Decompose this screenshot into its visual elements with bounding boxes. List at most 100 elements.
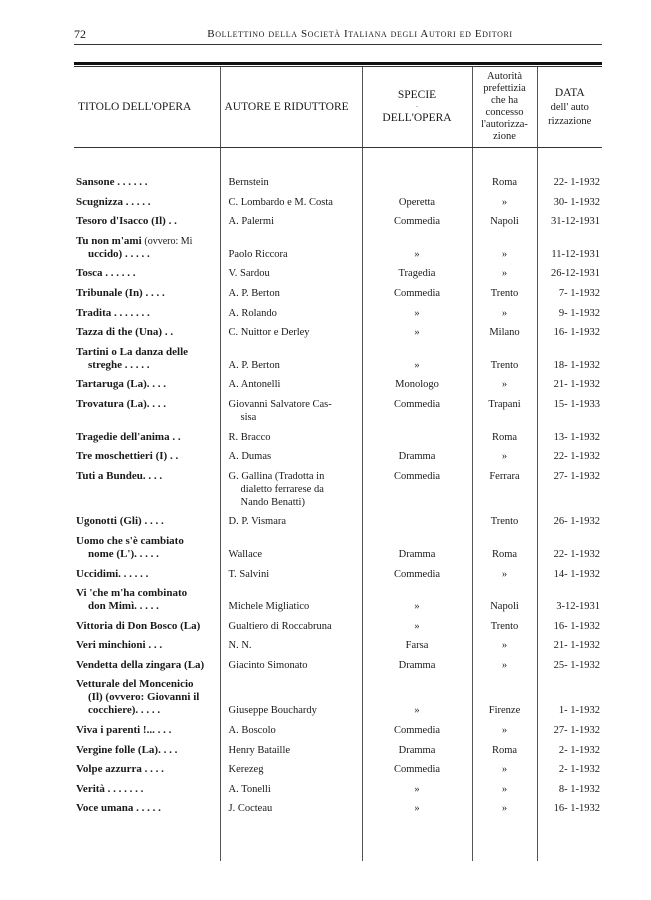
table-bottom-spacer — [74, 818, 602, 862]
cell-title: Tre moschettieri (I) . . — [74, 447, 220, 467]
cell-species: Commedia — [361, 564, 472, 584]
title-line: Ugonotti (Gli) . . . . — [76, 515, 164, 528]
table-row: Uccidimi. . . . . . T. Salvini Commedia» 14… — [74, 564, 602, 584]
title-line: Vendetta della zingara (La) — [76, 658, 205, 671]
title-line: Uccidimi. . . . . . — [76, 567, 149, 580]
cell-date: 21- 1-1932 — [536, 375, 602, 395]
author-line: J. Cocteau — [228, 803, 273, 815]
author-line: A. P. Berton — [228, 359, 280, 371]
author-line: A. Boscolo — [228, 725, 276, 737]
cell-date: 25- 1-1932 — [536, 655, 602, 676]
table-row: Tradita . . . . . . . A. Rolando»» 9- 1-19… — [74, 303, 602, 323]
table-row: Vi 'che m'ha combinato don Mimì. . . . . M… — [74, 583, 602, 617]
title-line: Trovatura (La). . . . — [76, 397, 167, 410]
cell-date: 15- 1-1933 — [536, 394, 602, 428]
cell-author: Bernstein — [219, 147, 362, 193]
cell-date: 16- 1-1932 — [536, 616, 602, 636]
title-line: Tradita . . . . . . . — [76, 306, 150, 319]
title-line: Tribunale (In) . . . . — [76, 286, 165, 299]
cell-title: Vendetta della zingara (La) — [74, 656, 220, 676]
header-species-line: DELL'OPERA — [382, 112, 452, 124]
author-line: Giuseppe Bouchardy — [228, 705, 317, 717]
table-row: Vendetta della zingara (La) Giacinto Simo… — [74, 655, 602, 676]
cell-date: 16- 1-1932 — [536, 799, 602, 819]
cell-title: Viva i parenti !... . . . — [74, 721, 220, 741]
cell-species: Dramma — [361, 740, 472, 760]
title-line: Tazza di the (Una) . . — [76, 326, 174, 339]
cell-author: Kerezeg — [219, 759, 362, 780]
cell-authority: » — [471, 564, 537, 584]
cell-species: Commedia — [361, 394, 472, 428]
cell-species: » — [361, 303, 472, 323]
title-line: Tartaruga (La). . . . — [76, 378, 167, 391]
header-rule — [74, 44, 602, 45]
cell-species: » — [361, 779, 472, 800]
title-line: Tuti a Bundeu. . . . — [76, 469, 163, 482]
cell-species: Tragedia — [361, 264, 472, 284]
page-number: 72 — [74, 27, 86, 41]
table-row: Tartini o La danza delle streghe . . . . … — [74, 342, 602, 376]
cell-authority: » — [471, 779, 537, 800]
cell-date: 9- 1-1932 — [536, 303, 602, 323]
cell-title: Tartini o La danza delle streghe . . . . … — [74, 342, 220, 375]
author-line: A. P. Berton — [228, 287, 280, 299]
cell-species: Dramma — [361, 446, 472, 467]
title-line: nome (L'). . . . . — [88, 547, 159, 560]
title-line: Tosca . . . . . . — [76, 267, 136, 280]
cell-authority: Roma — [471, 531, 537, 565]
table-row: Tosca . . . . . . V. Sardou Tragedia» 26-12… — [74, 264, 602, 284]
author-line: Giacinto Simonato — [228, 659, 308, 671]
cell-species — [361, 427, 472, 447]
cell-date: 27- 1-1932 — [536, 720, 602, 741]
table-row: Tre moschettieri (I) . . A. Dumas Dramma» 2… — [74, 446, 602, 467]
cell-species: » — [361, 583, 472, 617]
cell-species: Farsa — [361, 635, 472, 656]
table-row: Sansone . . . . . . Bernstein Roma 22- 1-19… — [74, 147, 602, 193]
cell-title: Vetturale del Moncenicio (Il) (ovvero: Gi… — [74, 675, 220, 721]
cell-title: Tribunale (In) . . . . — [74, 284, 220, 304]
cell-author: Gualtiero di Roccabruna — [219, 616, 362, 636]
cell-author: A. P. Berton — [219, 283, 362, 304]
table-row: Tu non m'ami (ovvero: Mi uccido) . . . . … — [74, 231, 602, 265]
author-line: Nando Benatti) — [240, 496, 305, 508]
title-line: Voce umana . . . . . — [76, 802, 161, 815]
author-line: Giovanni Salvatore Cas- — [228, 398, 332, 410]
cell-title: Tuti a Bundeu. . . . — [74, 466, 220, 512]
table-row: Tartaruga (La). . . . A. Antonelli Monolog… — [74, 375, 602, 395]
title-line: Vi 'che m'ha combinato — [76, 587, 188, 600]
cell-author: V. Sardou — [219, 264, 362, 284]
cell-title: Trovatura (La). . . . — [74, 395, 220, 428]
cell-title: Tragedie dell'anima . . — [74, 427, 220, 447]
cell-authority: Trento — [471, 512, 537, 532]
works-table: TITOLO DELL'OPERA AUTORE E RIDUTTORE SPE… — [74, 67, 602, 862]
empty-cell — [74, 819, 220, 862]
cell-author: Giacinto Simonato — [219, 655, 362, 676]
title-line: (ovvero: Mi — [144, 235, 193, 247]
cell-title: Tu non m'ami (ovvero: Mi uccido) . . . . … — [74, 231, 220, 264]
cell-date: 31-12-1931 — [536, 211, 602, 232]
cell-author: J. Cocteau — [219, 799, 362, 819]
empty-cell — [219, 818, 362, 862]
cell-species — [361, 512, 472, 532]
title-line: Viva i parenti !... . . . — [76, 724, 172, 737]
author-line: Henry Bataille — [228, 744, 291, 756]
table-row: Viva i parenti !... . . . A. Boscolo Comme… — [74, 720, 602, 741]
table-row: Ugonotti (Gli) . . . . D. P. Vismara Trent… — [74, 512, 602, 532]
table-row: Tribunale (In) . . . . A. P. Berton Commed… — [74, 283, 602, 304]
cell-title: Uomo che s'è cambiato nome (L'). . . . . — [74, 532, 220, 565]
cell-author: A. Rolando — [219, 303, 362, 323]
cell-authority: » — [471, 799, 537, 819]
author-line: R. Bracco — [228, 431, 271, 443]
cell-date: 14- 1-1932 — [536, 564, 602, 584]
cell-authority: Napoli — [471, 583, 537, 617]
title-line: Verità . . . . . . . — [76, 782, 144, 795]
table-row: Trovatura (La). . . . Giovanni Salvatore … — [74, 394, 602, 428]
cell-authority: » — [471, 303, 537, 323]
cell-authority: Roma — [471, 427, 537, 447]
title-line: (Il) (ovvero: Giovanni il — [88, 691, 200, 704]
cell-date: 1- 1-1932 — [536, 675, 602, 721]
header-authority-line: Autorità — [487, 71, 522, 82]
cell-date: 22- 1-1932 — [536, 147, 602, 193]
author-line: G. Gallina (Tradotta in — [228, 470, 325, 482]
cell-authority: Trento — [471, 283, 537, 304]
